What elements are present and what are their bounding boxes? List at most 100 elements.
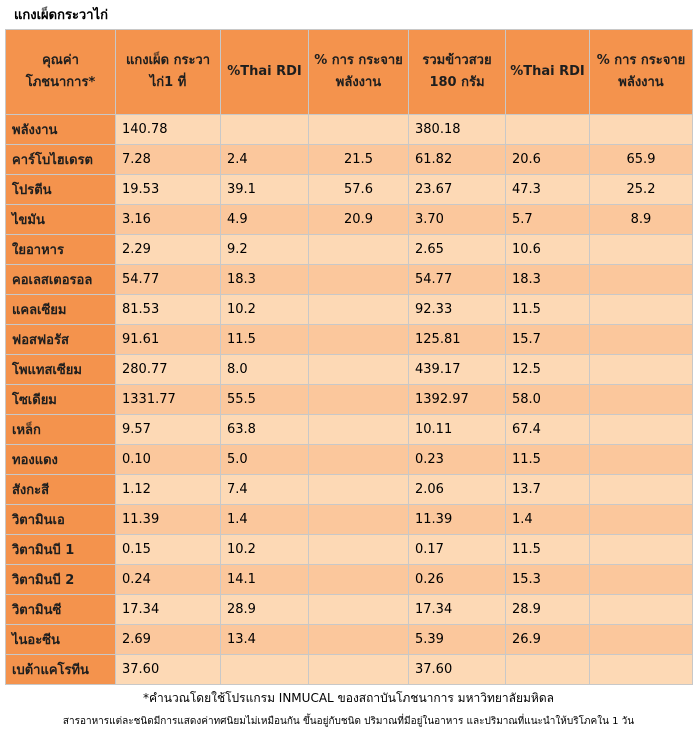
nutrient-name: พลังงาน [5, 114, 116, 145]
table-cell [589, 654, 693, 685]
table-cell [308, 564, 409, 595]
table-cell: 39.1 [220, 174, 309, 205]
table-cell: 20.6 [505, 144, 590, 175]
table-row: ทองแดง 0.10 5.0 0.23 11.5 [5, 444, 693, 475]
table-cell [308, 114, 409, 145]
table-cell: 7.28 [115, 144, 221, 175]
table-cell [589, 324, 693, 355]
table-cell: 57.6 [308, 174, 409, 205]
table-cell: 8.0 [220, 354, 309, 385]
table-cell: 10.6 [505, 234, 590, 265]
table-cell [589, 114, 693, 145]
column-header: %Thai RDI [505, 29, 590, 115]
column-header: คุณค่า โภชนาการ* [5, 29, 116, 115]
table-cell: 125.81 [408, 324, 506, 355]
table-row: ใยอาหาร 2.29 9.2 2.65 10.6 [5, 234, 693, 265]
table-cell: 1.12 [115, 474, 221, 505]
table-row: วิตามินซี 17.34 28.9 17.34 28.9 [5, 594, 693, 625]
table-cell: 3.16 [115, 204, 221, 235]
table-cell: 2.4 [220, 144, 309, 175]
column-header: รวมข้าวสวย 180 กรัม [408, 29, 506, 115]
table-cell: 67.4 [505, 414, 590, 445]
table-cell: 54.77 [115, 264, 221, 295]
table-cell: 23.67 [408, 174, 506, 205]
table-cell: 10.11 [408, 414, 506, 445]
column-header: % การ กระจาย พลังงาน [589, 29, 693, 115]
table-row: คาร์โบไฮเดรต 7.28 2.4 21.5 61.82 20.6 65.9 [5, 144, 693, 175]
table-cell: 11.5 [505, 444, 590, 475]
table-row: โปรตีน 19.53 39.1 57.6 23.67 47.3 25.2 [5, 174, 693, 205]
table-row: เบต้าแคโรทีน 37.60 37.60 [5, 654, 693, 685]
table-cell: 2.29 [115, 234, 221, 265]
table-cell: 11.39 [408, 504, 506, 535]
nutrient-name: ฟอสฟอรัส [5, 324, 116, 355]
nutrient-name: ทองแดง [5, 444, 116, 475]
table-cell: 10.2 [220, 534, 309, 565]
table-cell: 280.77 [115, 354, 221, 385]
table-cell: 3.70 [408, 204, 506, 235]
table-cell: 17.34 [408, 594, 506, 625]
table-cell [589, 534, 693, 565]
table-cell [308, 534, 409, 565]
table-row: ฟอสฟอรัส 91.61 11.5 125.81 15.7 [5, 324, 693, 355]
table-cell [308, 504, 409, 535]
table-cell: 81.53 [115, 294, 221, 325]
table-cell [589, 294, 693, 325]
table-cell: 0.24 [115, 564, 221, 595]
table-cell: 439.17 [408, 354, 506, 385]
page-title: แกงเผ็ดกระวาไก่ [14, 8, 108, 23]
table-cell [308, 384, 409, 415]
table-cell [308, 624, 409, 655]
table-cell: 0.17 [408, 534, 506, 565]
table-cell [220, 114, 309, 145]
table-cell: 63.8 [220, 414, 309, 445]
table-cell: 61.82 [408, 144, 506, 175]
table-body: พลังงาน 140.78 380.18 คาร์โบไฮเดรต 7.28 2.4 21… [5, 114, 693, 685]
table-cell: 21.5 [308, 144, 409, 175]
table-cell: 18.3 [505, 264, 590, 295]
table-cell: 0.15 [115, 534, 221, 565]
table-cell [308, 354, 409, 385]
table-cell: 9.2 [220, 234, 309, 265]
table-cell [308, 294, 409, 325]
table-cell: 4.9 [220, 204, 309, 235]
table-cell [308, 234, 409, 265]
table-cell: 11.39 [115, 504, 221, 535]
table-cell: 28.9 [505, 594, 590, 625]
footnote-source: *คำนวณโดยใช้โปรแกรม INMUCAL ของสถาบันโภช… [143, 691, 554, 705]
table-cell [308, 264, 409, 295]
nutrient-name: คอเลสเตอรอล [5, 264, 116, 295]
nutrient-name: วิตามินบี 1 [5, 534, 116, 565]
table-cell: 0.10 [115, 444, 221, 475]
nutrient-name: วิตามินเอ [5, 504, 116, 535]
table-row: ไขมัน 3.16 4.9 20.9 3.70 5.7 8.9 [5, 204, 693, 235]
table-cell: 55.5 [220, 384, 309, 415]
table-row: คอเลสเตอรอล 54.77 18.3 54.77 18.3 [5, 264, 693, 295]
table-cell: 26.9 [505, 624, 590, 655]
table-cell [589, 624, 693, 655]
nutrient-name: เบต้าแคโรทีน [5, 654, 116, 685]
table-cell: 20.9 [308, 204, 409, 235]
table-cell: 25.2 [589, 174, 693, 205]
table-cell [505, 114, 590, 145]
table-cell [308, 444, 409, 475]
table-cell [308, 414, 409, 445]
table-cell [589, 354, 693, 385]
column-header: % การ กระจาย พลังงาน [308, 29, 409, 115]
table-cell: 5.39 [408, 624, 506, 655]
table-row: วิตามินบี 1 0.15 10.2 0.17 11.5 [5, 534, 693, 565]
table-cell: 65.9 [589, 144, 693, 175]
table-cell: 17.34 [115, 594, 221, 625]
table-header-row: คุณค่า โภชนาการ* แกงเผ็ด กระวาไก่1 ที่ %… [5, 29, 693, 115]
table-cell: 5.0 [220, 444, 309, 475]
nutrient-name: โพแทสเซียม [5, 354, 116, 385]
column-header: แกงเผ็ด กระวาไก่1 ที่ [115, 29, 221, 115]
nutrient-name: ไนอะซีน [5, 624, 116, 655]
table-cell [589, 504, 693, 535]
table-cell [589, 474, 693, 505]
table-row: สังกะสี 1.12 7.4 2.06 13.7 [5, 474, 693, 505]
nutrition-table: คุณค่า โภชนาการ* แกงเผ็ด กระวาไก่1 ที่ %… [5, 29, 693, 685]
table-row: เหล็ก 9.57 63.8 10.11 67.4 [5, 414, 693, 445]
table-cell: 2.65 [408, 234, 506, 265]
table-cell: 54.77 [408, 264, 506, 295]
